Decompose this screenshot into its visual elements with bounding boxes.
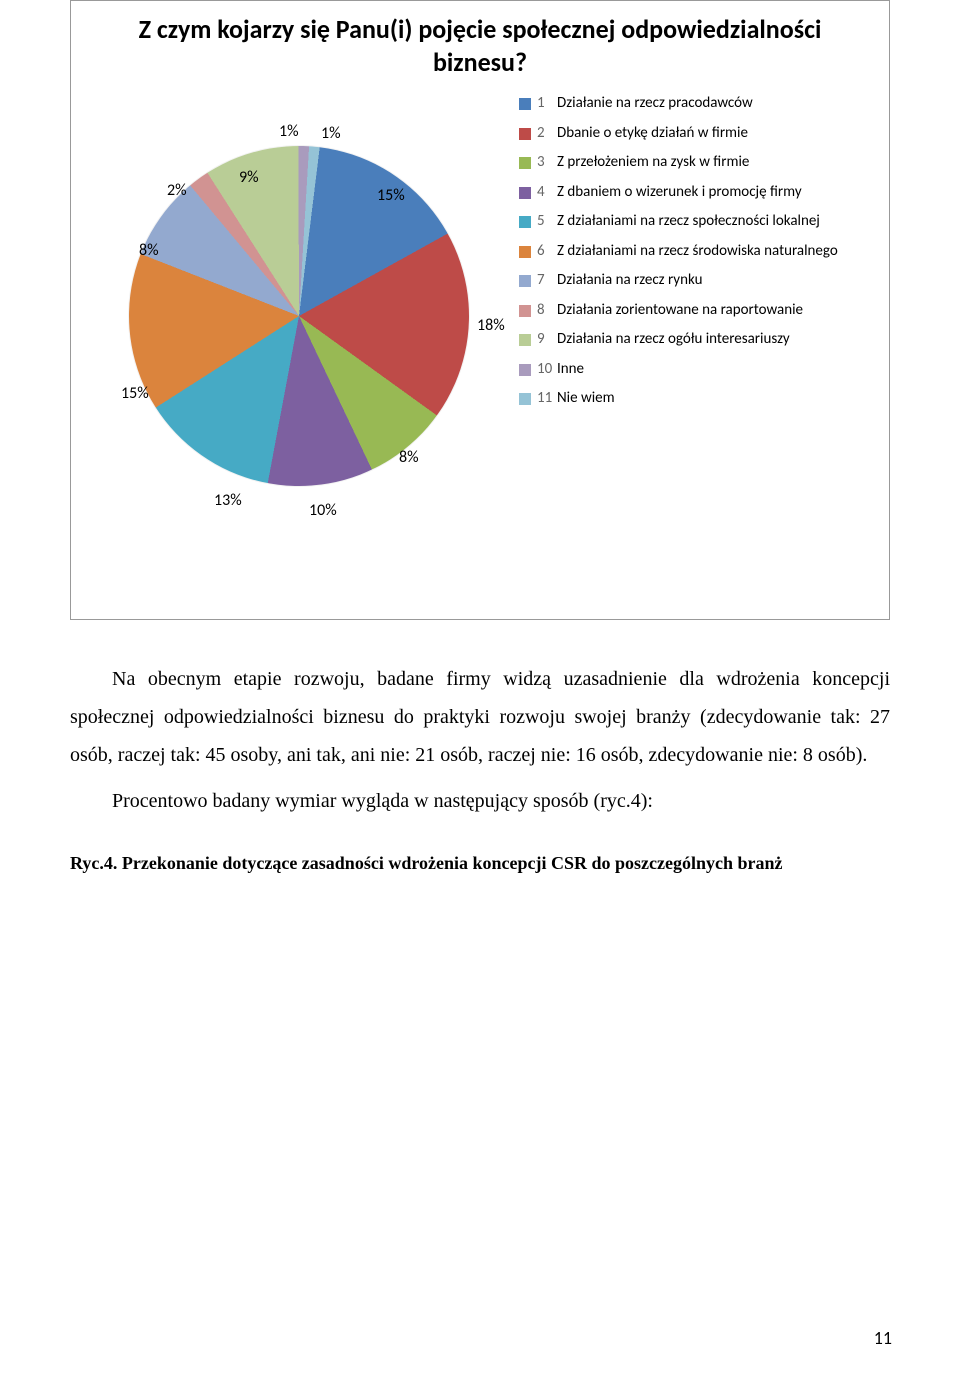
legend-label: Działania na rzecz ogółu interesariuszy xyxy=(557,330,881,350)
legend-number: 4 xyxy=(537,183,557,203)
paragraph-1: Na obecnym etapie rozwoju, badane firmy … xyxy=(70,660,890,774)
pie-slice-label: 15% xyxy=(121,384,149,403)
pie-slice-label: 9% xyxy=(239,168,259,187)
pie-slice-label: 13% xyxy=(214,491,242,510)
legend-item: 1Działanie na rzecz pracodawców xyxy=(519,94,881,114)
pie-slice-label: 1% xyxy=(279,122,299,141)
body-text: Na obecnym etapie rozwoju, badane firmy … xyxy=(70,660,890,885)
legend-swatch xyxy=(519,393,531,405)
legend-label: Z działaniami na rzecz społeczności loka… xyxy=(557,212,881,232)
pie-slice-label: 10% xyxy=(309,501,337,520)
legend-number: 6 xyxy=(537,242,557,262)
legend-label: Z przełożeniem na zysk w firmie xyxy=(557,153,881,173)
paragraph-2: Procentowo badany wymiar wygląda w nastę… xyxy=(70,782,890,820)
legend-number: 11 xyxy=(537,389,557,409)
legend-swatch xyxy=(519,128,531,140)
legend-label: Z działaniami na rzecz środowiska natura… xyxy=(557,242,881,262)
legend-number: 1 xyxy=(537,94,557,114)
legend-label: Działania na rzecz rynku xyxy=(557,271,881,291)
legend-number: 9 xyxy=(537,330,557,350)
legend-number: 10 xyxy=(537,360,557,380)
legend-label: Działanie na rzecz pracodawców xyxy=(557,94,881,114)
legend-label: Nie wiem xyxy=(557,389,881,409)
pie-slice-label: 8% xyxy=(399,448,419,467)
legend-item: 8Działania zorientowane na raportowanie xyxy=(519,301,881,321)
legend-swatch xyxy=(519,98,531,110)
legend-number: 7 xyxy=(537,271,557,291)
figure-caption: Ryc.4. Przekonanie dotyczące zasadności … xyxy=(70,850,890,877)
legend-swatch xyxy=(519,364,531,376)
legend-label: Działania zorientowane na raportowanie xyxy=(557,301,881,321)
pie-slice-label: 1% xyxy=(321,124,341,143)
pie-slice-label: 2% xyxy=(167,181,187,200)
legend-number: 2 xyxy=(537,124,557,144)
pie-area: 15% 18% 8% 10% 13% 15% 8% 2% 9% 1% 1% xyxy=(79,86,519,566)
page-number: 11 xyxy=(874,1327,892,1349)
legend-item: 11Nie wiem xyxy=(519,389,881,409)
legend-swatch xyxy=(519,157,531,169)
legend-item: 10Inne xyxy=(519,360,881,380)
pie-slice-label: 18% xyxy=(477,316,505,335)
legend-item: 2Dbanie o etykę działań w firmie xyxy=(519,124,881,144)
legend-swatch xyxy=(519,305,531,317)
legend-item: 6Z działaniami na rzecz środowiska natur… xyxy=(519,242,881,262)
legend-item: 3Z przełożeniem na zysk w firmie xyxy=(519,153,881,173)
legend-swatch xyxy=(519,334,531,346)
legend-label: Inne xyxy=(557,360,881,380)
legend-item: 9Działania na rzecz ogółu interesariuszy xyxy=(519,330,881,350)
pie-chart-container: Z czym kojarzy się Panu(i) pojęcie społe… xyxy=(70,0,890,620)
legend-label: Z dbaniem o wizerunek i promocję firmy xyxy=(557,183,881,203)
chart-legend: 1Działanie na rzecz pracodawców2Dbanie o… xyxy=(519,86,881,566)
legend-number: 5 xyxy=(537,212,557,232)
legend-swatch xyxy=(519,275,531,287)
pie-slice-label: 15% xyxy=(377,186,405,205)
legend-number: 3 xyxy=(537,153,557,173)
legend-swatch xyxy=(519,246,531,258)
legend-label: Dbanie o etykę działań w firmie xyxy=(557,124,881,144)
legend-item: 4Z dbaniem o wizerunek i promocję firmy xyxy=(519,183,881,203)
chart-title: Z czym kojarzy się Panu(i) pojęcie społe… xyxy=(71,1,889,86)
legend-item: 5Z działaniami na rzecz społeczności lok… xyxy=(519,212,881,232)
chart-body: 15% 18% 8% 10% 13% 15% 8% 2% 9% 1% 1% 1Działanie n… xyxy=(71,86,889,566)
pie-slice-label: 8% xyxy=(139,241,159,260)
legend-number: 8 xyxy=(537,301,557,321)
legend-swatch xyxy=(519,216,531,228)
legend-item: 7Działania na rzecz rynku xyxy=(519,271,881,291)
legend-swatch xyxy=(519,187,531,199)
